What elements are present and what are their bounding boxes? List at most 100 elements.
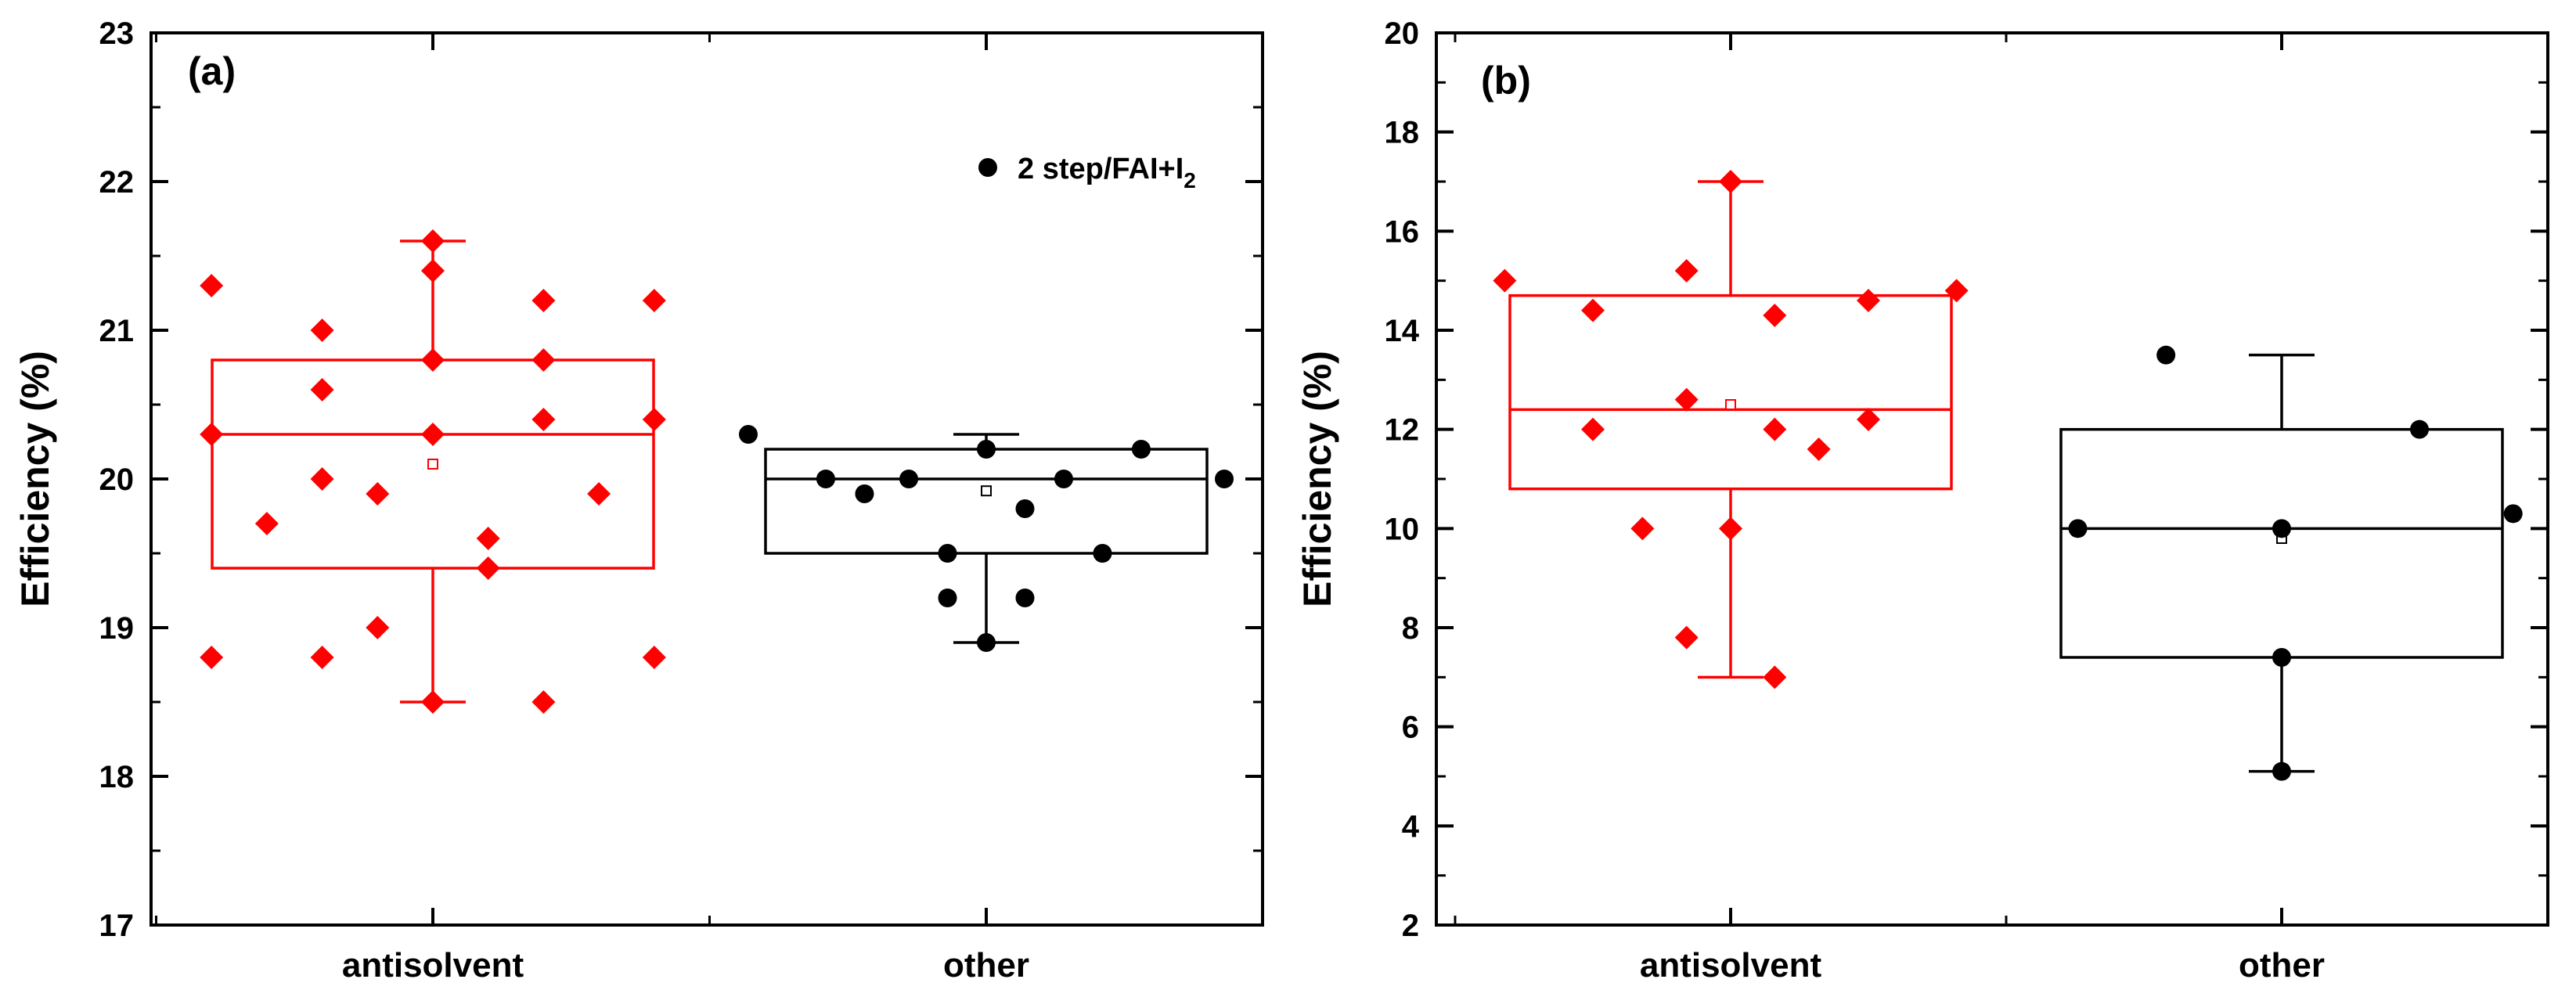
- data-point-diamond: [254, 512, 279, 535]
- data-point-circle: [1131, 440, 1151, 459]
- data-point-diamond: [1493, 268, 1517, 293]
- data-point-circle: [938, 544, 957, 563]
- data-point-diamond: [1807, 437, 1831, 461]
- data-point-diamond: [1674, 259, 1699, 283]
- data-point-diamond: [1581, 298, 1605, 322]
- data-point-circle: [2503, 504, 2523, 524]
- panel-label: (a): [188, 49, 236, 93]
- data-point-diamond: [366, 616, 390, 639]
- plot-frame: [1435, 31, 2549, 927]
- data-point-diamond: [531, 690, 556, 714]
- series-other: [2059, 345, 2523, 781]
- data-point-diamond: [200, 274, 224, 297]
- data-point-circle: [855, 484, 874, 503]
- data-point-circle: [1093, 544, 1112, 563]
- x-category-label: other: [943, 946, 1029, 985]
- y-tick-label: 10: [1385, 512, 1420, 546]
- data-point-circle: [977, 440, 996, 459]
- data-point-circle: [816, 470, 835, 488]
- y-tick-label: 20: [99, 463, 135, 497]
- y-tick-label: 18: [99, 760, 135, 794]
- data-point-diamond: [1674, 625, 1699, 650]
- box-iqr: [1508, 293, 1953, 491]
- y-tick-label: 12: [1385, 413, 1420, 448]
- data-point-diamond: [1674, 387, 1699, 412]
- data-point-diamond: [476, 556, 500, 580]
- x-category-label: antisolvent: [342, 946, 524, 985]
- legend-marker: [978, 158, 997, 177]
- data-point-circle: [2068, 519, 2088, 538]
- x-category-label: antisolvent: [1640, 946, 1822, 985]
- data-point-diamond: [310, 319, 334, 342]
- data-point-circle: [2410, 419, 2429, 439]
- y-axis-title: Efficiency (%): [13, 351, 57, 607]
- y-axis-title: Efficiency (%): [1295, 351, 1339, 607]
- y-tick-label: 19: [99, 611, 135, 646]
- data-point-diamond: [1581, 417, 1605, 441]
- data-point-circle: [899, 470, 919, 488]
- y-tick-label: 21: [99, 314, 135, 348]
- legend-label: 2 step/FAI+I2: [1018, 153, 1196, 193]
- y-tick-label: 6: [1402, 711, 1419, 745]
- data-point-circle: [1215, 470, 1234, 488]
- data-point-diamond: [421, 259, 445, 283]
- series-antisolvent: [200, 229, 666, 714]
- data-point-diamond: [421, 423, 445, 446]
- data-point-diamond: [1763, 417, 1787, 441]
- data-point-diamond: [421, 229, 445, 253]
- y-tick-label: 14: [1385, 314, 1420, 348]
- data-point-diamond: [200, 646, 224, 669]
- y-tick-label: 2: [1402, 909, 1419, 943]
- chart-panel-a: 17 18 19 20 21 22 23 antisolvent other Efficiency…: [13, 16, 1264, 985]
- data-point-circle: [2272, 519, 2291, 538]
- data-point-diamond: [1719, 517, 1742, 541]
- y-tick-label: 16: [1385, 214, 1420, 249]
- data-point-circle: [977, 633, 996, 652]
- data-point-diamond: [200, 423, 224, 446]
- data-point-diamond: [1763, 665, 1787, 689]
- legend-label-main: 2 step/FAI+I: [1018, 153, 1184, 185]
- box-iqr: [764, 448, 1209, 555]
- data-point-diamond: [1857, 289, 1880, 312]
- mean-marker: [981, 485, 992, 497]
- data-point-diamond: [642, 408, 666, 431]
- y-tick-label: 23: [99, 16, 135, 51]
- data-point-diamond: [310, 646, 334, 669]
- data-point-circle: [2272, 648, 2291, 667]
- data-point-circle: [1015, 499, 1035, 518]
- mean-marker: [1725, 399, 1736, 410]
- data-point-circle: [1054, 470, 1073, 488]
- y-tick-label: 4: [1402, 809, 1420, 844]
- data-point-diamond: [642, 289, 666, 312]
- data-point-diamond: [531, 408, 556, 431]
- data-point-diamond: [421, 348, 445, 372]
- data-point-circle: [1015, 589, 1035, 607]
- mean-marker: [427, 459, 438, 470]
- y-tick-label: 22: [99, 165, 135, 200]
- y-tick-label: 20: [1385, 16, 1420, 51]
- data-point-diamond: [1944, 279, 1969, 303]
- x-category-label: other: [2239, 946, 2325, 985]
- data-point-diamond: [310, 378, 334, 401]
- data-point-diamond: [1719, 170, 1742, 193]
- y-tick-label: 8: [1402, 611, 1419, 646]
- data-point-diamond: [1763, 304, 1787, 327]
- chart-panel-b: 2 4 6 8 10 12 14 16 18 20 antisolvent other Efficien…: [1295, 16, 2549, 985]
- y-tick-label: 17: [99, 909, 135, 943]
- data-point-circle: [2272, 761, 2291, 781]
- data-point-diamond: [642, 646, 666, 669]
- data-point-diamond: [476, 527, 500, 550]
- data-point-diamond: [366, 482, 390, 506]
- series-antisolvent: [1493, 170, 1969, 689]
- data-point-circle: [938, 589, 957, 607]
- data-point-diamond: [421, 690, 445, 714]
- data-point-diamond: [1630, 517, 1655, 541]
- y-tick-label: 18: [1385, 116, 1420, 150]
- series-other: [738, 425, 1234, 652]
- data-point-diamond: [310, 467, 334, 491]
- legend-label-subscript: 2: [1184, 168, 1196, 193]
- data-point-diamond: [1857, 408, 1880, 431]
- data-point-diamond: [531, 348, 556, 372]
- data-point-circle: [2156, 345, 2176, 365]
